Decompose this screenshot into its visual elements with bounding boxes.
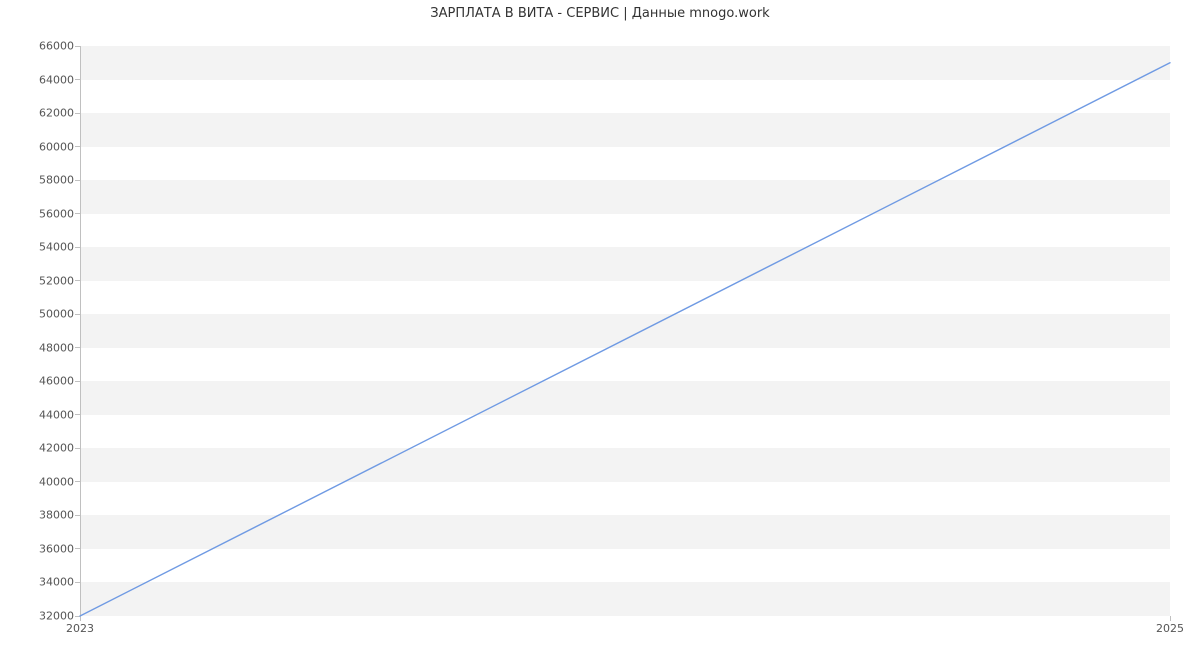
y-tick-label: 40000: [39, 475, 80, 488]
y-tick-label: 56000: [39, 207, 80, 220]
x-tick-label: 2023: [66, 616, 94, 635]
y-tick-label: 58000: [39, 174, 80, 187]
line-layer: [80, 46, 1170, 616]
x-tick-label: 2025: [1156, 616, 1184, 635]
plot-area: 3200034000360003800040000420004400046000…: [80, 46, 1170, 616]
y-tick-label: 48000: [39, 341, 80, 354]
y-tick-label: 52000: [39, 274, 80, 287]
y-tick-label: 46000: [39, 375, 80, 388]
y-tick-label: 50000: [39, 308, 80, 321]
chart-title: ЗАРПЛАТА В ВИТА - СЕРВИС | Данные mnogo.…: [0, 6, 1200, 21]
y-tick-label: 54000: [39, 241, 80, 254]
y-tick-label: 66000: [39, 40, 80, 53]
y-tick-label: 62000: [39, 107, 80, 120]
chart-container: ЗАРПЛАТА В ВИТА - СЕРВИС | Данные mnogo.…: [0, 0, 1200, 650]
y-tick-label: 38000: [39, 509, 80, 522]
y-tick-label: 60000: [39, 140, 80, 153]
series-line: [80, 63, 1170, 616]
y-tick-label: 34000: [39, 576, 80, 589]
y-tick-label: 44000: [39, 408, 80, 421]
y-tick-label: 64000: [39, 73, 80, 86]
y-tick-label: 36000: [39, 542, 80, 555]
y-tick-label: 42000: [39, 442, 80, 455]
